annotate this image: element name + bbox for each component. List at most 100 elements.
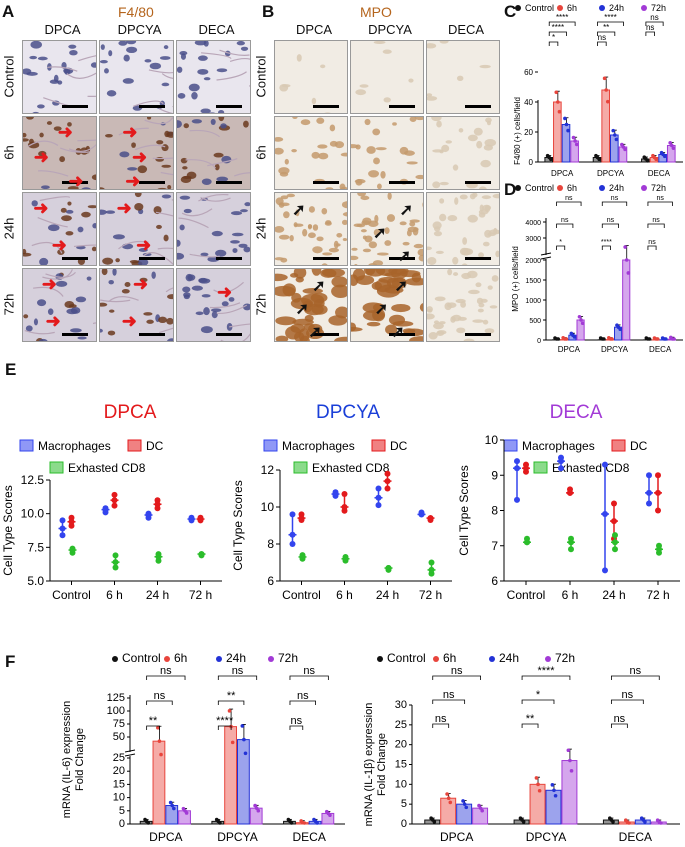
tissue-fiber [158,108,173,113]
tissue-fiber [171,199,173,201]
black-arrow-icon: ➚ [312,278,326,295]
cell-nucleus [194,41,207,46]
cell-nucleus [240,209,248,213]
data-point [624,258,629,262]
scale-bar [216,181,242,184]
y-tick-label: 5 [119,805,125,817]
cell-nucleus [161,194,172,199]
cell-nucleus [159,56,171,60]
data-point [385,565,392,572]
significance-label: ns [291,715,303,727]
cell-nucleus [482,319,489,325]
legend-label: 72h [651,3,666,13]
cell-nucleus [374,214,379,223]
panel-b-tile [274,40,348,114]
cell-nucleus [409,336,423,341]
data-point [646,472,652,479]
panel-a-label: A [2,2,15,21]
legend-marker [611,439,626,452]
data-point [524,535,530,542]
significance-bracket [289,675,329,680]
cell-nucleus [166,317,173,325]
panel-a-col-header: DECA [198,22,235,37]
cell-nucleus [191,91,198,100]
scale-bar [216,333,242,336]
cell-nucleus [413,243,423,249]
cell-nucleus [414,117,423,121]
cell-nucleus [185,273,193,282]
significance-label: * [552,33,555,42]
data-point [242,737,246,742]
panel-e-label: E [5,360,17,379]
tissue-texture [351,117,423,189]
cell-nucleus [386,214,396,222]
cell-nucleus [275,273,288,282]
data-point [341,491,348,498]
cell-nucleus [37,56,48,61]
data-point [627,821,631,825]
cell-nucleus [291,148,297,153]
cell-nucleus [167,338,173,341]
cell-nucleus [138,248,148,252]
data-point [341,504,348,510]
significance-label: ns [561,217,569,224]
scale-bar [389,257,415,260]
significance-bracket [432,699,466,704]
tissue-fiber [38,170,69,177]
data-point [112,559,119,566]
cell-nucleus [495,250,499,258]
significance-bracket [521,723,539,728]
cell-nucleus [23,68,32,75]
legend-marker [164,656,170,662]
tissue-fiber [209,302,241,309]
cell-nucleus [126,46,138,54]
tissue-fiber [33,286,64,297]
tissue-fiber [118,240,149,250]
significance-bracket [556,201,582,206]
y-tick-label: 12.5 [21,473,45,487]
data-point [172,806,176,811]
tissue-fiber [181,208,213,217]
cell-nucleus [382,49,392,54]
tissue-fiber [249,85,250,87]
cell-nucleus [218,117,225,122]
cell-nucleus [453,272,459,276]
tissue-texture [100,41,173,113]
cell-nucleus [75,296,87,303]
y-axis-label: MPO (+) cells/field [511,246,520,312]
data-point [418,509,425,516]
cell-nucleus [399,146,409,155]
tissue-texture [427,41,491,101]
significance-label: **** [601,239,612,246]
data-point [662,154,667,159]
y-tick-label: 0 [537,338,541,345]
chart-f-il1b: Control 6h 24h 72h 0 5 10 15 20 25 30 mRNA (IL-1β) … [363,651,680,844]
axis-break [125,752,135,756]
y-axis-label-2: Fold Change [376,733,388,796]
y-tick-label: 500 [529,318,541,325]
cell-nucleus [67,186,79,189]
data-point [564,122,569,127]
tissue-fiber [47,66,78,72]
tissue-fiber [73,244,96,248]
significance-bracket [556,245,566,250]
legend-marker [599,5,605,11]
data-point [597,157,601,162]
cell-nucleus [447,269,453,276]
cell-nucleus [275,147,284,155]
cell-nucleus [275,257,284,261]
cell-nucleus [242,303,250,311]
legend-marker [557,185,563,191]
significance-bracket [146,725,160,730]
cell-nucleus [218,110,225,113]
cell-nucleus [321,263,328,265]
data-point [69,545,76,552]
panel-b-tile: ➚ ➚ ➚ [274,268,348,342]
cell-nucleus [439,198,445,204]
bar [472,807,489,825]
y-tick-label: 100 [107,705,125,717]
cell-nucleus [155,157,165,162]
bar [224,726,237,825]
cell-nucleus [311,97,317,105]
cell-nucleus [87,205,96,209]
